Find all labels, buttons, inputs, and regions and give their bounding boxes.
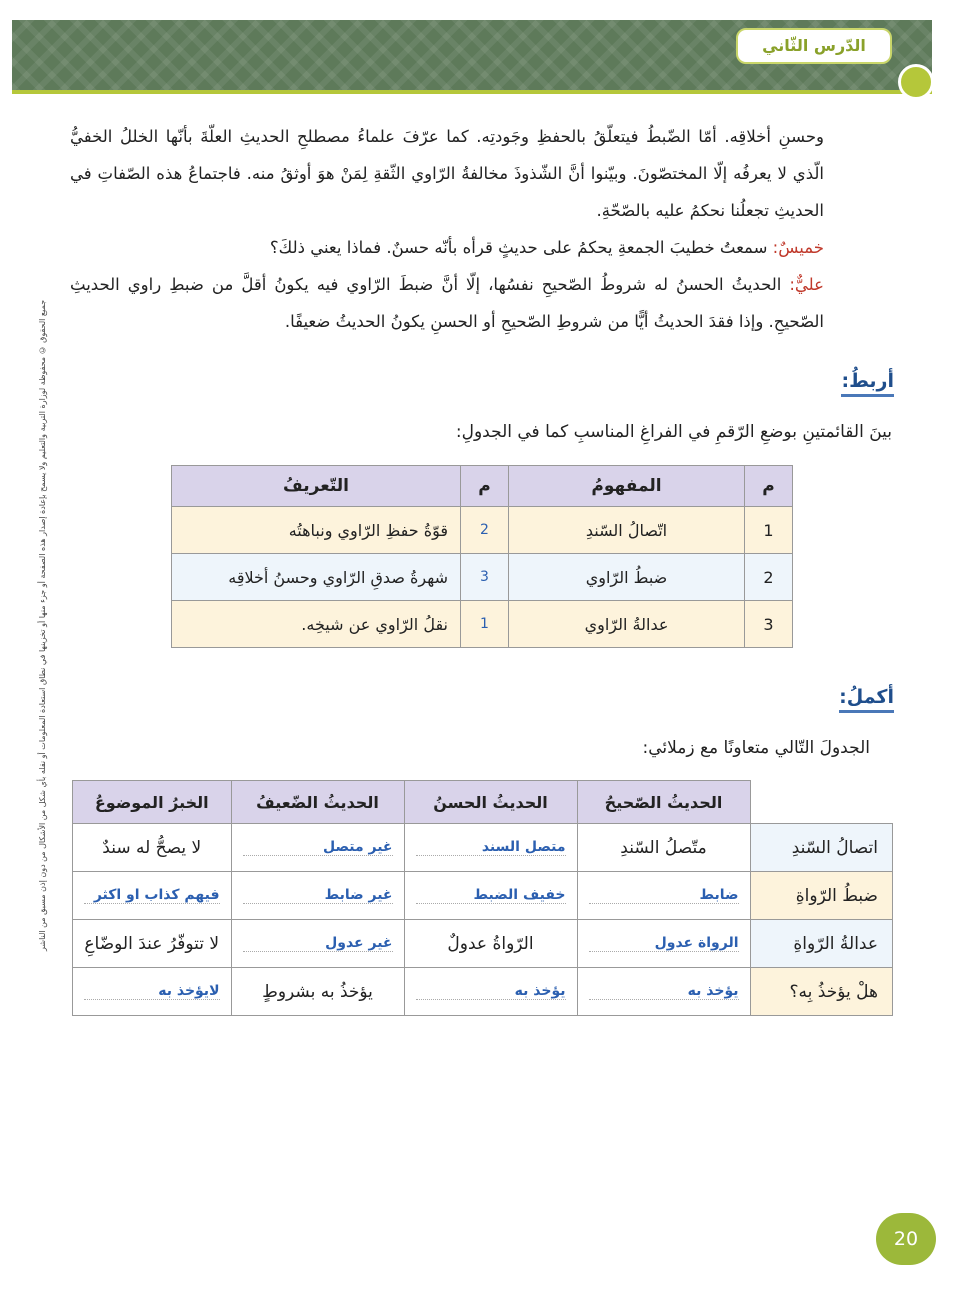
section-heading-link: أربطُ: (841, 370, 894, 397)
answer-field[interactable]: فيهم كذاب او اكثر (72, 871, 232, 920)
section-instruction: بينَ القائمتينِ بوضعِ الرّقمِ في الفراغِ… (455, 422, 892, 442)
row-number: 1 (744, 506, 793, 554)
table-row: هلْ يؤخذُ بِه؟ يؤخذ به يؤخذ به يؤخذُ به بشر… (72, 967, 893, 1016)
handwritten-answer[interactable]: لايؤخذ به (84, 983, 220, 1000)
table-row: 2 ضبطُ الرّاوي 3 شهرةُ صدقِ الرّاوي وحسن… (171, 553, 793, 601)
cell-text: الرّواةُ عدولٌ (447, 933, 534, 954)
concept-cell: اتّصالُ السّندِ (508, 506, 745, 554)
concept-cell: عدالةُ الرّاوي (508, 600, 745, 648)
paragraph-1: خميسٌ: سمعتُ خطيبَ الجمعةِ يحكمُ على حدي… (70, 229, 824, 266)
answer-cell[interactable]: 1 (460, 600, 509, 648)
answer-cell[interactable]: 3 (460, 553, 509, 601)
cell-text: متّصلُ السّندِ (620, 837, 707, 858)
row-number: 3 (744, 600, 793, 648)
concept-cell: ضبطُ الرّاوي (508, 553, 745, 601)
blank-header (750, 780, 893, 824)
section-heading-complete: أكملُ: (839, 686, 894, 713)
page-number: 20 (876, 1213, 936, 1265)
col-header: الحديثُ الضّعيفُ (230, 780, 405, 824)
answer-field[interactable]: يؤخذ به (576, 967, 751, 1016)
handwritten-answer[interactable]: الرواة عدول (588, 935, 739, 952)
matching-table: م المفهومُ م التّعريفُ 1 اتّصالُ السّندِ… (171, 465, 793, 648)
paragraph-text: وحسنِ أخلاقِه. أمّا الضّبطُ فيتعلّقُ بال… (70, 127, 824, 220)
handwritten-answer[interactable]: يؤخذ به (415, 983, 566, 1000)
given-cell: يؤخذُ به بشروطٍ (230, 967, 405, 1016)
definition-cell: قوّةُ حفظِ الرّاوي ونباهتُه (171, 506, 461, 554)
lesson-text: وحسنِ أخلاقِه. أمّا الضّبطُ فيتعلّقُ بال… (70, 118, 824, 340)
table-row: اتصالُ السّندِ متّصلُ السّندِ متصل السند غي… (72, 823, 893, 872)
banner-corner-ornament (898, 64, 934, 100)
speaker-name: عليٌّ: (789, 275, 824, 294)
table-row: عدالةُ الرّواةِ الرواة عدول الرّواةُ عدولٌ… (72, 919, 893, 968)
cell-text: يؤخذُ به بشروطٍ (262, 981, 373, 1002)
col-header: م (460, 465, 509, 507)
answer-cell[interactable]: 2 (460, 506, 509, 554)
answer-field[interactable]: غير ضابط (230, 871, 405, 920)
lesson-title: الدّرس الثّاني (736, 28, 892, 64)
definition-cell: نقلُ الرّاوي عن شيخِه. (171, 600, 461, 648)
answer-field[interactable]: يؤخذ به (403, 967, 578, 1016)
handwritten-answer[interactable]: فيهم كذاب او اكثر (84, 887, 220, 904)
table-row: ضبطُ الرّواةِ ضابط خفيف الضبط غير ضابط فيهم … (72, 871, 893, 920)
answer-field[interactable]: ضابط (576, 871, 751, 920)
definition-cell: شهرةُ صدقِ الرّاوي وحسنُ أخلاقِه (171, 553, 461, 601)
speaker-name: خميسٌ: (772, 238, 824, 257)
handwritten-answer[interactable]: يؤخذ به (588, 983, 739, 1000)
answer-field[interactable]: غير متصل (230, 823, 405, 872)
paragraph-text: الحديثُ الحسنُ له شروطُ الصّحيحِ نفسُها،… (70, 275, 824, 331)
given-cell: لا يصحُّ له سندٌ (72, 823, 232, 872)
given-cell: لا تتوفّرُ عندَ الوضّاعِ (72, 919, 232, 968)
paragraph-0: وحسنِ أخلاقِه. أمّا الضّبطُ فيتعلّقُ بال… (70, 118, 824, 229)
col-header: م (744, 465, 793, 507)
cell-text: لا تتوفّرُ عندَ الوضّاعِ (84, 933, 220, 954)
col-header: الخبرُ الموضوعُ (72, 780, 232, 824)
comparison-table: الحديثُ الصّحيحُ الحديثُ الحسنُ الحديثُ … (72, 780, 893, 1016)
col-header: التّعريفُ (171, 465, 461, 507)
row-label: ضبطُ الرّواةِ (749, 871, 893, 920)
table-row: 3 عدالةُ الرّاوي 1 نقلُ الرّاوي عن شيخِه… (171, 600, 793, 648)
row-label: اتصالُ السّندِ (749, 823, 893, 872)
answer-field[interactable]: متصل السند (403, 823, 578, 872)
handwritten-answer[interactable]: غير متصل (242, 839, 393, 856)
paragraph-text: سمعتُ خطيبَ الجمعةِ يحكمُ على حديثٍ قرأه… (269, 238, 773, 257)
given-cell: متّصلُ السّندِ (576, 823, 751, 872)
col-header: الحديثُ الصّحيحُ (576, 780, 751, 824)
answer-field[interactable]: خفيف الضبط (403, 871, 578, 920)
row-number: 2 (744, 553, 793, 601)
row-label: عدالةُ الرّواةِ (749, 919, 893, 968)
handwritten-answer[interactable]: غير عدول (242, 935, 393, 952)
col-header: الحديثُ الحسنُ (403, 780, 578, 824)
handwritten-answer[interactable]: خفيف الضبط (415, 887, 566, 904)
given-cell: الرّواةُ عدولٌ (403, 919, 578, 968)
paragraph-2: عليٌّ: الحديثُ الحسنُ له شروطُ الصّحيحِ … (70, 266, 824, 340)
copyright-notice: جميع الحقوق © محفوظة لوزارة التربية والت… (38, 300, 47, 952)
answer-field[interactable]: الرواة عدول (576, 919, 751, 968)
handwritten-answer[interactable]: متصل السند (415, 839, 566, 856)
handwritten-answer[interactable]: غير ضابط (242, 887, 393, 904)
row-label: هلْ يؤخذُ بِه؟ (749, 967, 893, 1016)
cell-text: لا يصحُّ له سندٌ (102, 837, 202, 858)
col-header: المفهومُ (508, 465, 745, 507)
table-row: 1 اتّصالُ السّندِ 2 قوّةُ حفظِ الرّاوي و… (171, 506, 793, 554)
handwritten-answer[interactable]: ضابط (588, 887, 739, 904)
answer-field[interactable]: لايؤخذ به (72, 967, 232, 1016)
section-instruction: الجدولَ التّالي متعاونًا مع زملائي: (642, 738, 870, 758)
answer-field[interactable]: غير عدول (230, 919, 405, 968)
